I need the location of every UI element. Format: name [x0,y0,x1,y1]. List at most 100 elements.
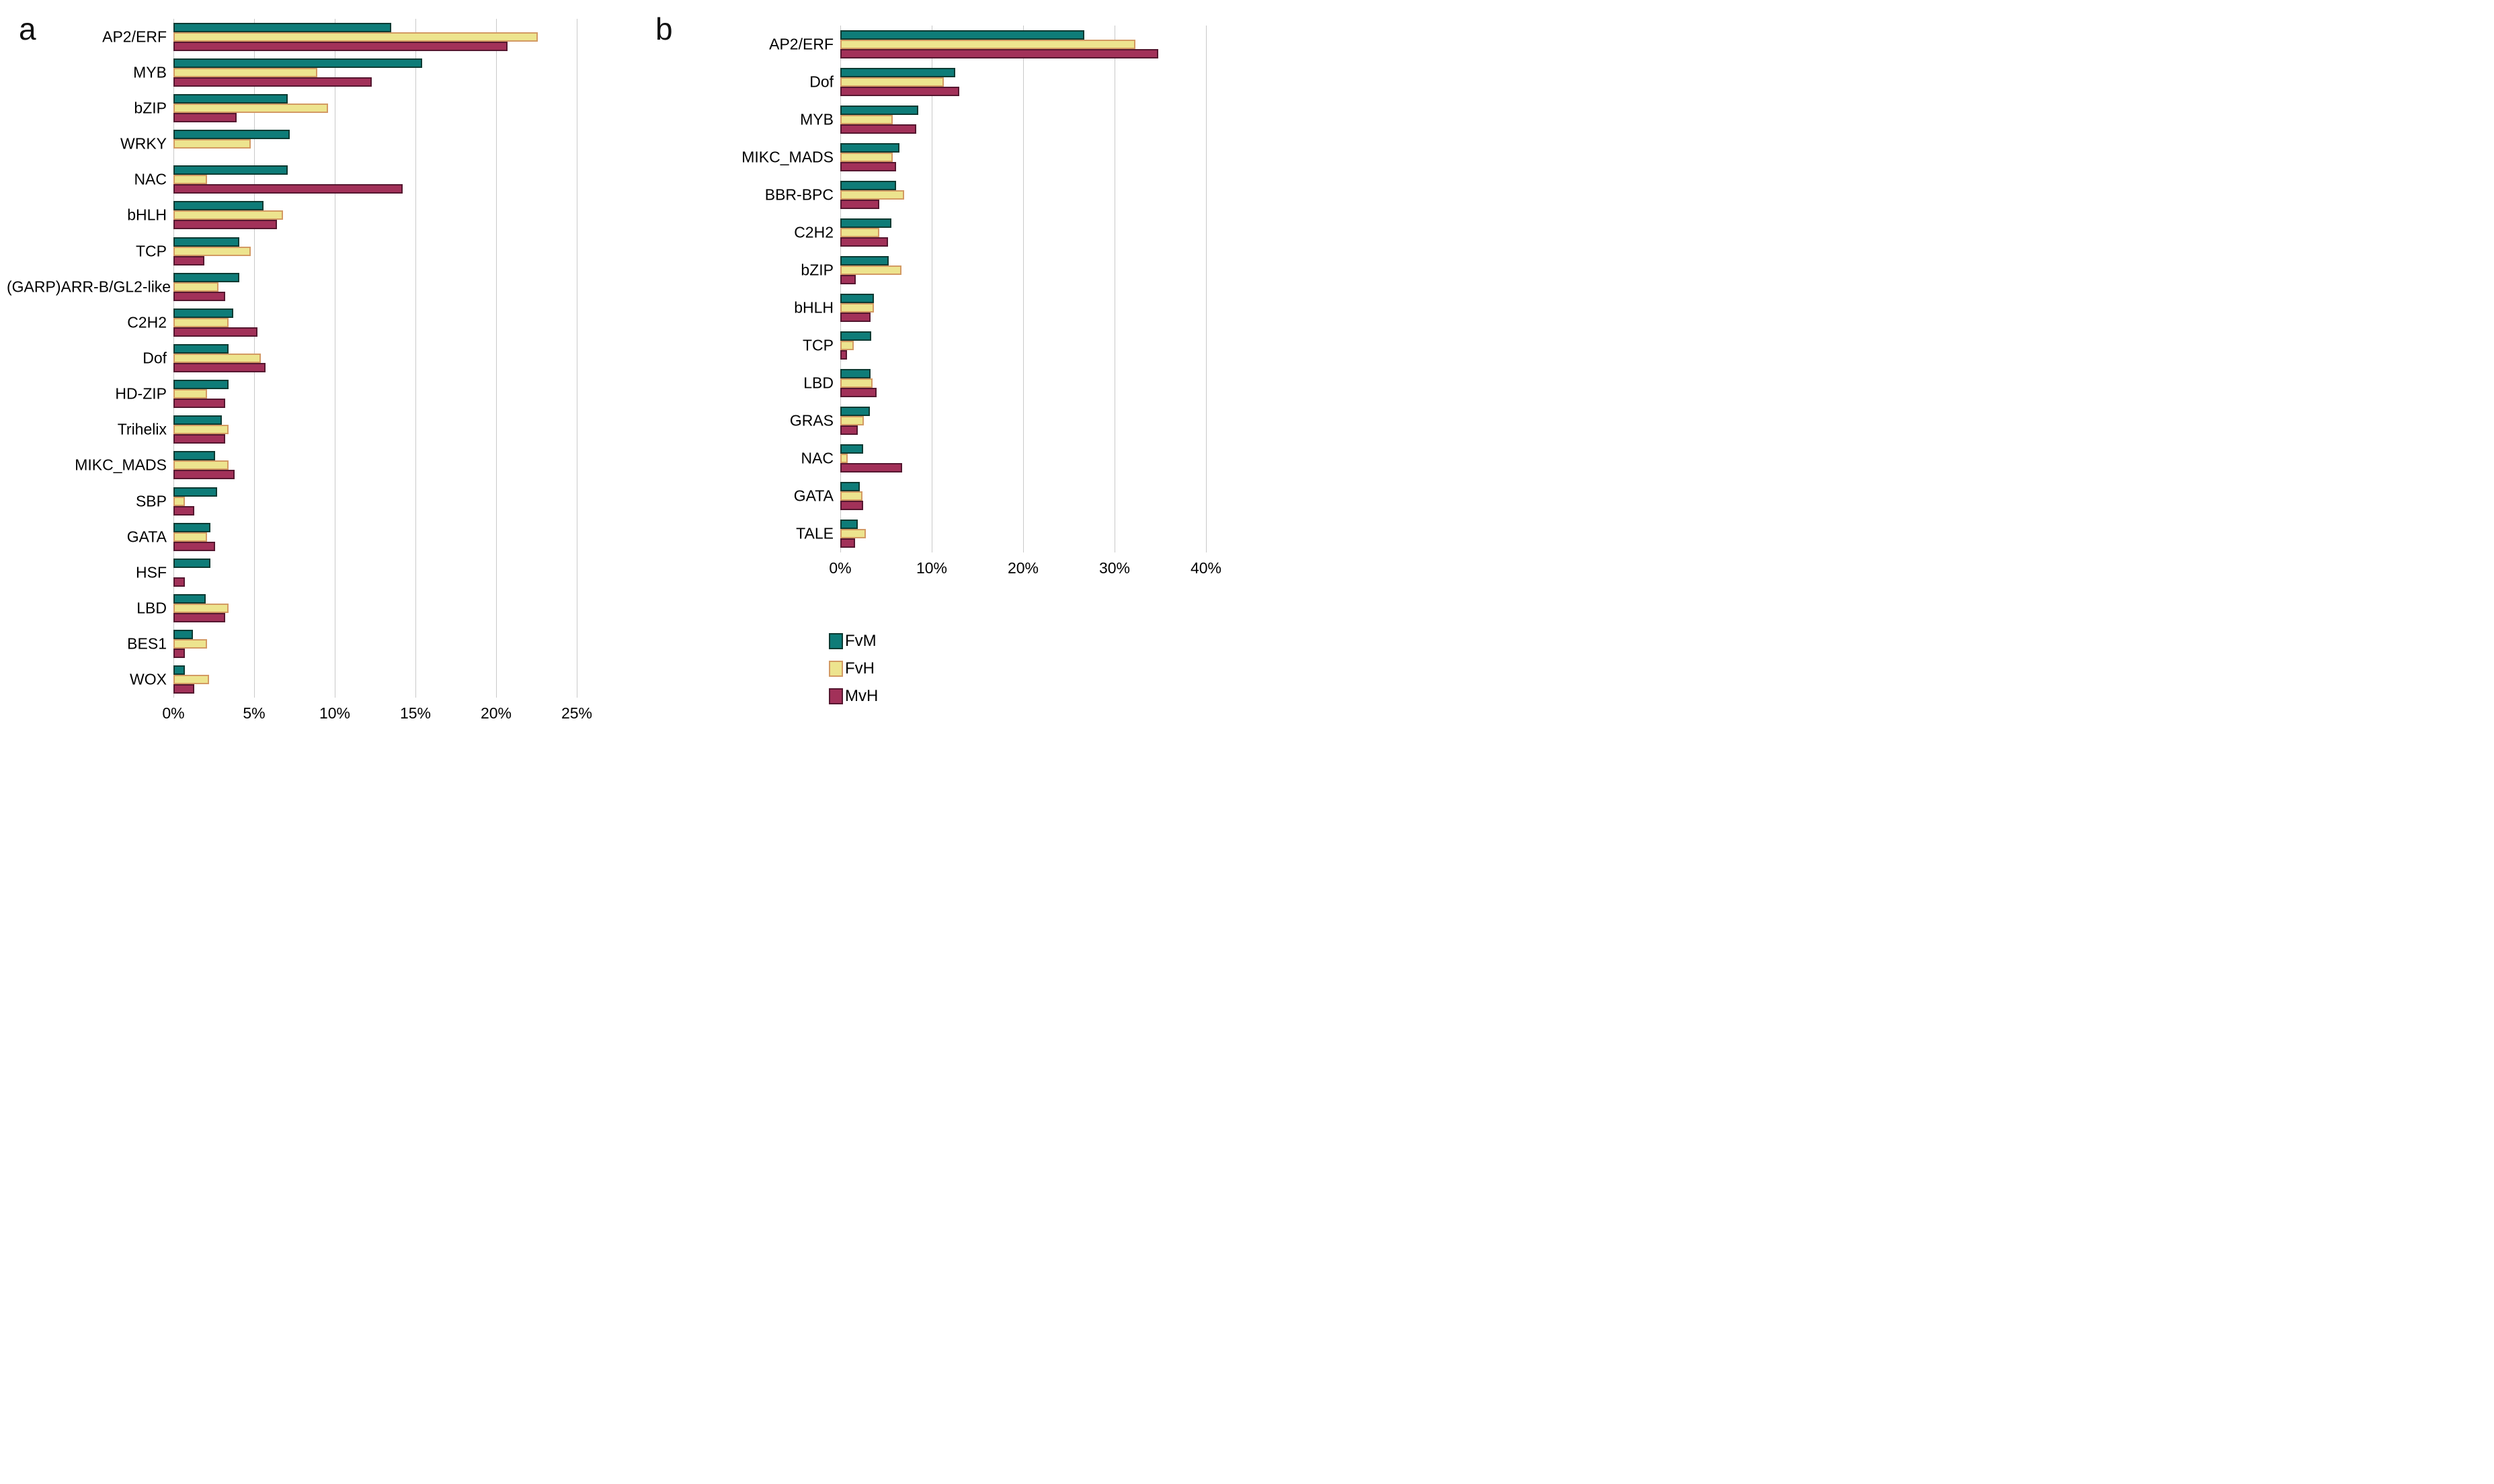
bar-fvh [840,454,848,463]
category-label: MYB [133,63,167,81]
x-axis-tick-label: 10% [319,704,351,722]
bar-fvh [173,604,229,614]
x-axis-tick-label: 15% [399,704,432,722]
category-label: SBP [135,491,167,509]
legend-label: FvM [845,632,877,650]
bar-mvh [840,313,871,322]
bar-mvh [173,184,403,194]
bar-fvh [840,115,893,124]
bar-mvh [840,49,1159,58]
bar-mvh [840,87,959,96]
category-label: MYB [800,110,834,128]
bar-fvh [173,246,251,256]
category-label: MIKC_MADS [75,456,167,474]
bar-fvh [173,389,208,399]
gridline [496,19,497,698]
bar-fvh [173,175,208,185]
gridline [840,26,841,552]
bar-fvm [173,58,422,68]
category-label: HD-ZIP [115,384,167,403]
bar-mvh [840,463,903,472]
bar-fvm [173,93,288,104]
bar-fvh [840,228,880,237]
bar-fvh [840,491,862,501]
bar-fvm [173,130,290,140]
bar-mvh [840,162,896,171]
category-label: WRKY [120,134,167,153]
category-label: WOX [130,670,167,688]
bar-fvh [173,139,251,149]
x-axis-tick-label: 30% [1098,559,1131,577]
bar-fvm [840,218,892,228]
bar-mvh [173,684,195,694]
bar-fvm [173,165,288,175]
bar-mvh [173,41,508,51]
category-label: BES1 [127,634,167,653]
bar-mvh [840,275,856,284]
bar-fvm [173,237,240,247]
bar-fvh [840,529,867,538]
category-label: NAC [134,170,167,188]
category-label: bHLH [127,206,167,224]
bar-fvm [840,369,871,378]
category-label: NAC [801,449,834,467]
bar-fvh [840,190,905,200]
bar-fvm [840,143,900,153]
panel-b-letter: b [655,11,673,46]
bar-fvh [840,303,875,313]
bar-mvh [173,577,185,587]
category-label: LBD [803,374,834,392]
x-axis-tick-label: 5% [243,704,266,722]
bar-fvm [840,520,858,529]
legend-entry-fvh: FvH [829,659,875,678]
category-label: Dof [809,73,834,91]
bar-fvm [840,482,860,491]
bar-fvh [173,675,209,685]
legend-label: FvH [845,659,875,677]
bar-fvm [840,444,863,454]
bar-fvh [840,378,873,388]
gridline [1206,26,1207,552]
category-label: TCP [803,336,834,354]
bar-mvh [173,649,185,659]
bar-mvh [840,237,888,247]
bar-mvh [840,425,858,435]
bar-mvh [173,541,216,551]
bar-fvm [173,630,193,640]
legend-label: MvH [845,687,879,705]
bar-mvh [173,220,277,230]
bar-fvh [173,282,219,292]
legend-entry-mvh: MvH [829,687,878,706]
bar-fvh [840,77,944,87]
gridline [415,19,416,698]
bar-mvh [173,255,204,265]
bar-fvm [173,380,229,390]
bar-fvh [173,317,229,327]
bar-fvm [173,308,233,318]
bar-fvh [840,40,1136,49]
category-label: MIKC_MADS [741,148,834,166]
bar-fvh [173,32,538,42]
bar-fvm [840,68,956,77]
bar-fvm [173,272,240,282]
category-label: LBD [136,599,167,617]
category-label: bHLH [794,298,834,317]
bar-fvh [173,103,329,113]
bar-fvm [173,344,229,354]
bar-fvm [840,30,1085,40]
bar-fvh [840,416,864,425]
x-axis-tick-label: 10% [916,559,948,577]
figure: a b 0% 5% 10% 15% 20% 25% AP2/ERF MYB bZIP WRKY NA… [0,0,1247,742]
bar-fvm [173,22,391,32]
bar-mvh [173,399,225,409]
x-axis-tick-label: 20% [1007,559,1039,577]
bar-fvm [173,522,211,532]
legend-swatch-fvm [829,633,843,649]
category-label: HSF [136,563,167,581]
category-label: AP2/ERF [102,27,167,45]
category-label: BBR-BPC [764,186,834,204]
bar-mvh [173,112,237,122]
bar-fvh [840,341,854,350]
bar-fvm [840,331,872,341]
bar-fvh [173,425,229,435]
